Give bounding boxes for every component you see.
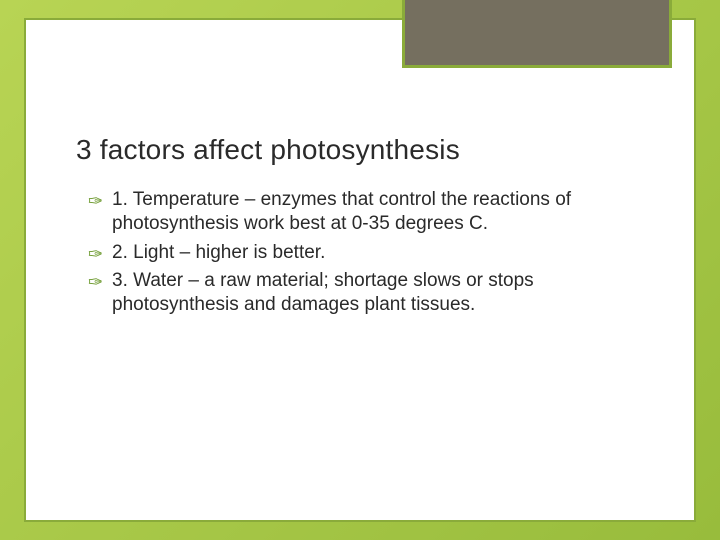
list-item-text: 3. Water – a raw material; shortage slow… — [112, 270, 534, 315]
list-item: ✑ 1. Temperature – enzymes that control … — [94, 188, 644, 237]
swirl-bullet-icon: ✑ — [88, 243, 103, 266]
swirl-bullet-icon: ✑ — [88, 271, 103, 294]
slide-title: 3 factors affect photosynthesis — [76, 134, 644, 166]
list-item: ✑ 2. Light – higher is better. — [94, 241, 644, 265]
list-item-text: 1. Temperature – enzymes that control th… — [112, 189, 571, 234]
list-item: ✑ 3. Water – a raw material; shortage sl… — [94, 269, 644, 318]
swirl-bullet-icon: ✑ — [88, 190, 103, 213]
slide-content: 3 factors affect photosynthesis ✑ 1. Tem… — [24, 18, 696, 522]
bullet-list: ✑ 1. Temperature – enzymes that control … — [76, 188, 644, 318]
list-item-text: 2. Light – higher is better. — [112, 242, 325, 263]
